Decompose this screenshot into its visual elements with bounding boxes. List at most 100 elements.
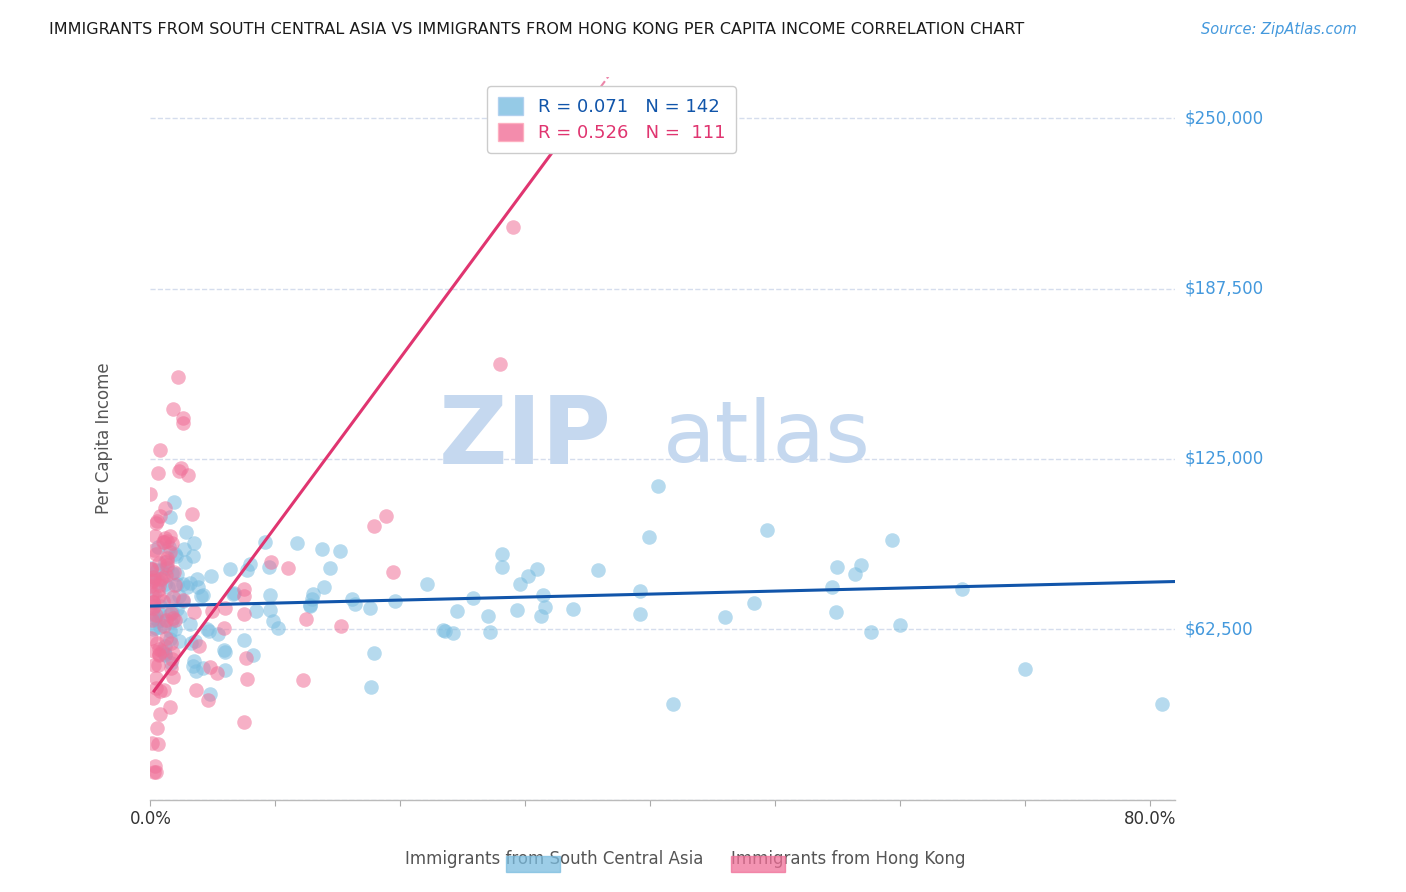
Point <box>139 579 162 593</box>
Point <box>160 566 183 580</box>
Point <box>143 765 166 780</box>
Point <box>153 555 176 569</box>
Point <box>662 697 685 711</box>
Point <box>148 589 170 603</box>
Point <box>142 574 165 588</box>
Point <box>143 658 166 673</box>
Point <box>160 606 183 620</box>
Point <box>628 607 651 621</box>
Point <box>214 663 236 677</box>
Point <box>146 657 169 672</box>
Point <box>148 648 170 662</box>
Point <box>159 545 181 559</box>
Point <box>441 626 464 640</box>
Point <box>156 550 179 565</box>
Point <box>257 560 280 574</box>
Point <box>1014 662 1036 676</box>
Point <box>152 535 174 549</box>
Point <box>214 643 236 657</box>
Point <box>146 514 169 528</box>
Point <box>166 370 188 384</box>
Point <box>186 572 208 586</box>
Point <box>446 604 468 618</box>
Point <box>155 501 177 516</box>
Point <box>172 577 194 591</box>
Point <box>311 541 333 556</box>
Point <box>142 570 165 584</box>
Point <box>162 646 184 660</box>
Point <box>141 613 163 627</box>
Point <box>145 765 167 780</box>
Point <box>259 603 281 617</box>
Text: $125,000: $125,000 <box>1185 450 1264 468</box>
Point <box>166 567 188 582</box>
Point <box>162 401 184 416</box>
Point <box>142 690 165 705</box>
Point <box>145 721 167 735</box>
Point <box>827 559 849 574</box>
Legend: R = 0.071   N = 142, R = 0.526   N =  111: R = 0.071 N = 142, R = 0.526 N = 111 <box>486 87 735 153</box>
Point <box>198 660 221 674</box>
Point <box>198 687 221 701</box>
Point <box>433 624 456 638</box>
Point <box>156 561 179 575</box>
Point <box>160 636 183 650</box>
Text: ZIP: ZIP <box>439 392 612 484</box>
Point <box>170 461 193 475</box>
Point <box>152 594 174 608</box>
Point <box>477 608 499 623</box>
Point <box>179 616 201 631</box>
Point <box>179 576 201 591</box>
Point <box>145 547 167 561</box>
Point <box>153 648 176 662</box>
Point <box>586 563 609 577</box>
Text: Immigrants from Hong Kong: Immigrants from Hong Kong <box>731 850 966 868</box>
Point <box>360 681 382 695</box>
Point <box>319 561 342 575</box>
Point <box>155 568 177 582</box>
Point <box>184 664 207 678</box>
Point <box>491 547 513 561</box>
Point <box>179 635 201 649</box>
Point <box>143 599 166 614</box>
Point <box>245 604 267 618</box>
Point <box>148 556 170 570</box>
Point <box>207 627 229 641</box>
Point <box>155 632 177 646</box>
Point <box>330 619 353 633</box>
Point <box>181 549 204 563</box>
Point <box>233 589 256 603</box>
Point <box>714 610 737 624</box>
Point <box>285 535 308 549</box>
Point <box>174 525 197 540</box>
Point <box>181 659 204 673</box>
Point <box>156 534 179 549</box>
Point <box>169 589 191 603</box>
Point <box>162 611 184 625</box>
Point <box>363 646 385 660</box>
Point <box>260 555 283 569</box>
Point <box>141 607 163 621</box>
Point <box>157 580 180 594</box>
Point <box>145 671 167 685</box>
Point <box>298 598 321 612</box>
Point <box>301 587 323 601</box>
Point <box>233 633 256 648</box>
Point <box>155 640 177 654</box>
Text: $187,500: $187,500 <box>1185 279 1264 298</box>
Point <box>506 603 529 617</box>
Point <box>163 578 186 592</box>
Point <box>148 607 170 621</box>
Point <box>162 535 184 549</box>
Point <box>461 591 484 605</box>
Point <box>200 568 222 582</box>
Point <box>233 714 256 729</box>
Point <box>169 609 191 624</box>
Point <box>214 601 236 615</box>
Point <box>149 443 172 458</box>
Point <box>142 595 165 609</box>
Point <box>166 577 188 591</box>
Point <box>149 509 172 524</box>
Point <box>176 581 198 595</box>
Point <box>344 598 367 612</box>
